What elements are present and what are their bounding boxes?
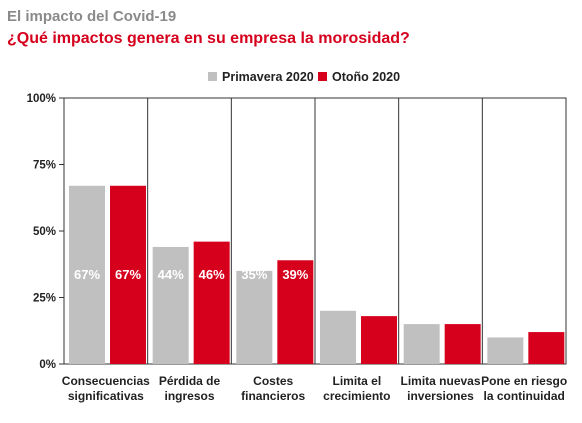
category-label: Pérdida de (159, 374, 221, 388)
bar-otono-2020 (110, 185, 146, 364)
bar-value-label: 44% (158, 267, 184, 282)
chart-title: ¿Qué impactos genera en su empresa la mo… (7, 30, 410, 47)
bar-value-label: 20% (325, 267, 351, 282)
legend-swatch (318, 72, 327, 81)
category-label: Limita nuevas (400, 374, 480, 388)
bar-value-label: 46% (199, 267, 225, 282)
plot-area: 67% 44% 35% 20% 15% 10% 67% 46% 39% 18% 15% 12% (63, 97, 567, 365)
legend: Primavera 2020 Otoño 2020 (208, 70, 400, 84)
bar-primavera-2020 (236, 270, 273, 364)
bar-primavera-2020 (320, 310, 356, 364)
legend-label: Primavera 2020 (222, 70, 314, 84)
y-axis: 0% 25% 50% 75% 100% (27, 93, 64, 371)
y-tick-label: 100% (27, 93, 56, 105)
bar-value-label: 10% (492, 267, 518, 282)
category-label: crecimiento (323, 389, 390, 403)
category-label: la continuidad (483, 389, 564, 403)
chart-supertitle: El impacto del Covid-19 (7, 8, 177, 25)
bar-value-label: 35% (241, 267, 267, 282)
bar-value-label: 15% (450, 267, 476, 282)
y-tick-label: 75% (33, 160, 56, 172)
bar-value-label: 12% (533, 267, 559, 282)
bar-primavera-2020 (152, 246, 189, 364)
category-label: significativas (68, 389, 144, 403)
y-tick-label: 25% (33, 293, 56, 305)
bar-otono-2020 (277, 260, 314, 364)
category-label: Pone en riesgo (481, 374, 567, 388)
bar-otono-2020 (361, 316, 397, 364)
category-label: Costes (253, 374, 293, 388)
category-label: Consecuencias (62, 374, 150, 388)
bar-otono-2020 (193, 241, 230, 364)
category-label: ingresos (164, 389, 214, 403)
bar-value-label: 67% (115, 267, 141, 282)
category-label: financieros (241, 389, 305, 403)
y-tick-label: 0% (39, 359, 56, 371)
category-label: Limita el (332, 374, 381, 388)
y-tick-label: 50% (33, 226, 56, 238)
bar-primavera-2020 (69, 185, 105, 364)
legend-label: Otoño 2020 (332, 70, 400, 84)
bar-primavera-2020 (487, 337, 524, 364)
bar-primavera-2020 (403, 324, 440, 364)
bar-otono-2020 (444, 324, 481, 364)
bar-value-label: 18% (366, 267, 392, 282)
bar-value-label: 39% (282, 267, 308, 282)
legend-swatch (208, 72, 217, 81)
bar-value-label: 67% (74, 267, 100, 282)
category-label: inversiones (407, 389, 474, 403)
bar-value-label: 15% (409, 267, 435, 282)
bar-otono-2020 (528, 332, 565, 364)
